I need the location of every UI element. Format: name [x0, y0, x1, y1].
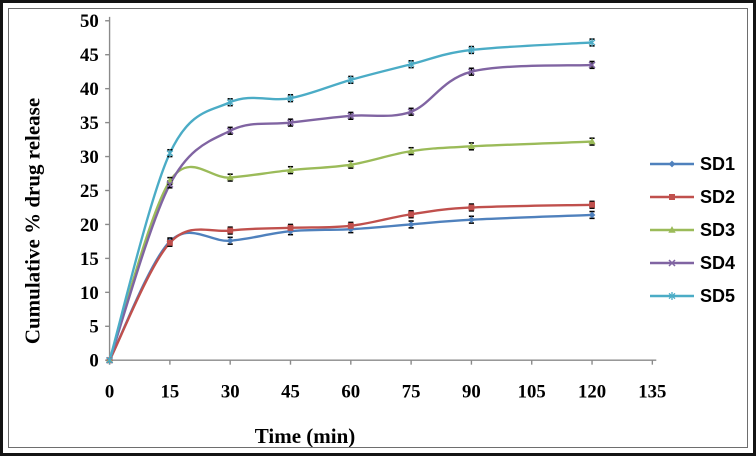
- legend-marker-sd4: [650, 259, 694, 267]
- series-line-SD4: [108, 63, 594, 362]
- x-tick-label: 90: [462, 382, 481, 403]
- x-tick-label: 60: [341, 382, 360, 403]
- legend-item-sd4: SD4: [649, 253, 735, 273]
- x-axis-title: Time (min): [254, 424, 356, 448]
- legend-label-sd5: SD5: [700, 285, 736, 306]
- legend-marker-sd5: [650, 292, 694, 300]
- legend-item-sd3: SD3: [649, 220, 735, 240]
- y-tick-label: 5: [89, 317, 98, 338]
- y-tick-label: 20: [80, 215, 99, 236]
- chart-legend: SD1 SD2 SD3 SD4 SD5: [649, 154, 735, 319]
- x-tick-label: 105: [518, 382, 546, 403]
- y-tick-label: 50: [80, 11, 99, 32]
- legend-item-sd5: SD5: [649, 286, 735, 306]
- series-markers-SD5: [106, 38, 596, 365]
- legend-label-sd2: SD2: [700, 186, 736, 207]
- series-line-SD3: [108, 140, 594, 362]
- error-bars: [167, 38, 595, 247]
- y-tick-label: 0: [89, 351, 98, 372]
- legend-label-sd4: SD4: [700, 252, 736, 273]
- y-axis-title: Cumulative % drug release: [20, 97, 45, 345]
- y-tick-label: 35: [80, 113, 99, 134]
- line-chart: 0 5 10 15 20 25 30 35 40 45 50 0 15 30 45 60 75 90 105 120 1…: [80, 11, 666, 403]
- legend-marker-sd1: [650, 160, 694, 168]
- legend-item-sd2: SD2: [649, 187, 735, 207]
- x-tick-label: 15: [161, 382, 180, 403]
- y-tick-label: 40: [80, 79, 99, 100]
- legend-label-sd1: SD1: [700, 153, 736, 174]
- x-tick-label: 30: [221, 382, 240, 403]
- series-line-SD1: [108, 213, 594, 362]
- y-tick-label: 45: [80, 45, 99, 66]
- y-tick-label: 25: [80, 181, 99, 202]
- y-tick-label: 10: [80, 283, 99, 304]
- axes: [108, 16, 657, 365]
- y-tick-label: 30: [80, 147, 99, 168]
- y-tick-label: 15: [80, 249, 99, 270]
- legend-marker-sd2: [650, 194, 694, 200]
- legend-item-sd1: SD1: [649, 154, 735, 174]
- series-markers-SD2: [106, 201, 595, 364]
- x-tick-label: 120: [578, 382, 606, 403]
- x-tick-label: 0: [105, 382, 114, 403]
- x-tick-label: 45: [281, 382, 300, 403]
- series-line-SD5: [108, 41, 594, 362]
- y-axis-ticks: 0 5 10 15 20 25 30 35 40 45 50: [80, 11, 110, 372]
- legend-marker-sd3: [650, 226, 694, 233]
- x-tick-label: 75: [402, 382, 421, 403]
- x-tick-label: 135: [638, 382, 666, 403]
- legend-label-sd3: SD3: [700, 219, 736, 240]
- x-axis-ticks: 0 15 30 45 60 75 90 105 120 135: [105, 360, 666, 403]
- series-markers-SD4: [106, 61, 596, 364]
